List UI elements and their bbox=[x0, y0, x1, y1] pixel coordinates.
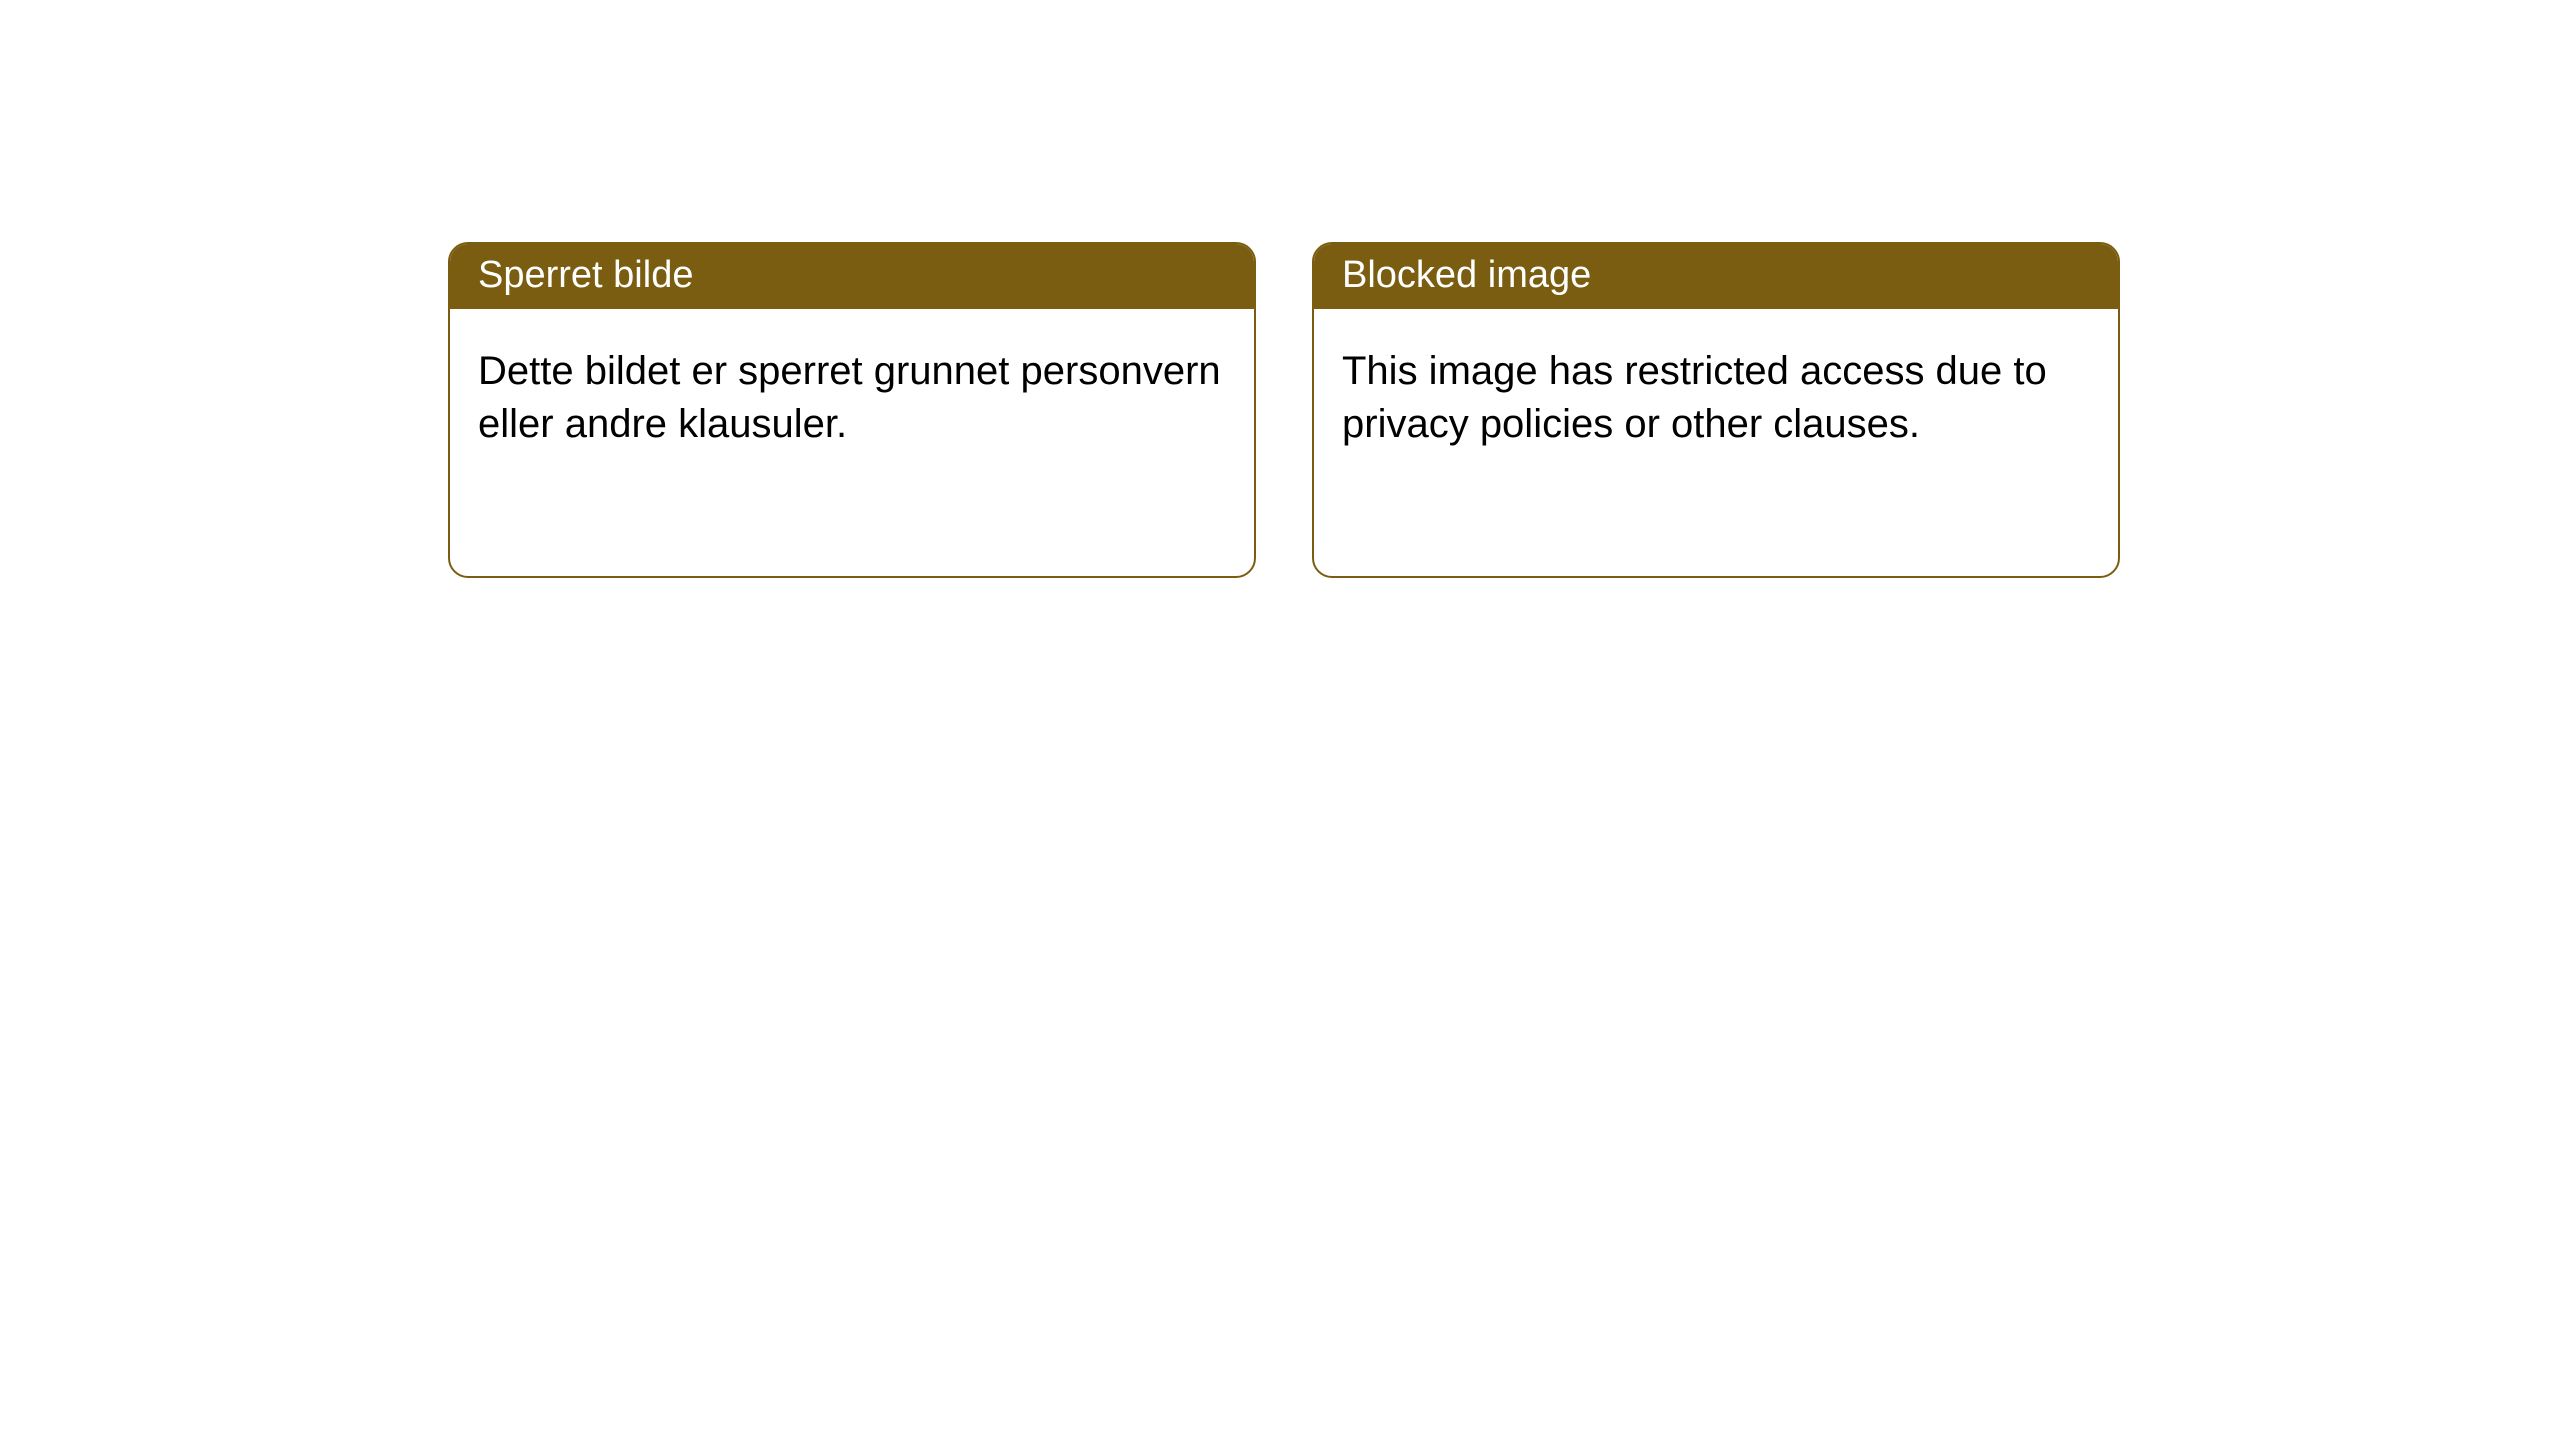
card-body: Dette bildet er sperret grunnet personve… bbox=[450, 309, 1254, 479]
blocked-image-card-no: Sperret bilde Dette bildet er sperret gr… bbox=[448, 242, 1256, 578]
card-title: Blocked image bbox=[1314, 244, 2118, 309]
card-title: Sperret bilde bbox=[450, 244, 1254, 309]
card-body: This image has restricted access due to … bbox=[1314, 309, 2118, 479]
blocked-image-card-en: Blocked image This image has restricted … bbox=[1312, 242, 2120, 578]
cards-container: Sperret bilde Dette bildet er sperret gr… bbox=[0, 0, 2560, 578]
